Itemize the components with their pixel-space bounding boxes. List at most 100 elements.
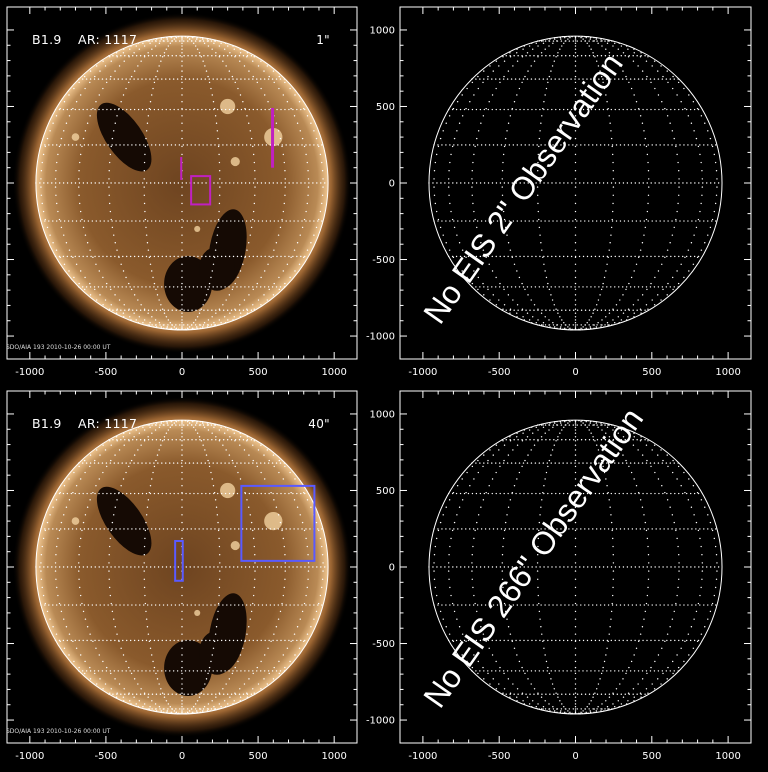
grid-dot (688, 115, 689, 116)
grid-dot (201, 286, 202, 287)
grid-dot (202, 604, 203, 605)
grid-dot (695, 528, 696, 529)
grid-dot (281, 182, 282, 183)
grid-dot (634, 670, 635, 671)
grid-dot (318, 219, 319, 220)
grid-dot (167, 40, 168, 41)
grid-dot (642, 670, 643, 671)
grid-dot (205, 670, 206, 671)
grid-dot (181, 270, 182, 271)
grid-dot (489, 528, 490, 529)
grid-dot (217, 109, 218, 110)
grid-dot (321, 162, 322, 163)
grid-dot (164, 694, 165, 695)
grid-dot (209, 462, 210, 463)
grid-dot (465, 108, 466, 109)
grid-dot (658, 654, 659, 655)
grid-dot (181, 289, 182, 290)
grid-dot (557, 697, 558, 698)
grid-dot (81, 219, 82, 220)
grid-dot (189, 78, 190, 79)
grid-dot (660, 683, 661, 684)
grid-dot (193, 670, 194, 671)
grid-dot (687, 144, 688, 145)
grid-dot (94, 460, 95, 461)
grid-dot (237, 566, 238, 567)
grid-dot (165, 286, 166, 287)
grid-dot (580, 144, 581, 145)
grid-dot (183, 604, 184, 605)
grid-dot (678, 109, 679, 110)
grid-dot (636, 648, 637, 649)
grid-dot (624, 604, 625, 605)
grid-dot (150, 566, 151, 567)
grid-dot (253, 538, 254, 539)
grid-dot (639, 566, 640, 567)
grid-dot (240, 697, 241, 698)
grid-dot (177, 670, 178, 671)
grid-dot (549, 55, 550, 56)
grid-dot (512, 683, 513, 684)
grid-dot (244, 286, 245, 287)
x-tick-label: -500 (488, 367, 511, 378)
grid-dot (477, 528, 478, 529)
grid-dot (459, 242, 460, 243)
grid-dot (172, 439, 173, 440)
grid-dot (575, 422, 576, 423)
grid-dot (622, 286, 623, 287)
grid-dot (496, 566, 497, 567)
grid-dot (599, 182, 600, 183)
grid-dot (521, 667, 522, 668)
grid-dot (100, 220, 101, 221)
grid-dot (193, 256, 194, 257)
grid-dot (666, 566, 667, 567)
grid-dot (638, 78, 639, 79)
grid-dot (89, 283, 90, 284)
grid-dot (654, 256, 655, 257)
grid-dot (293, 220, 294, 221)
grid-dot (510, 692, 511, 693)
grid-dot (545, 694, 546, 695)
grid-dot (678, 195, 679, 196)
grid-dot (517, 688, 518, 689)
grid-dot (473, 220, 474, 221)
grid-dot (67, 640, 68, 641)
grid-dot (583, 640, 584, 641)
grid-dot (531, 286, 532, 287)
grid-dot (189, 38, 190, 39)
grid-dot (582, 422, 583, 423)
grid-dot (638, 492, 639, 493)
grid-dot (181, 478, 182, 479)
grid-dot (483, 670, 484, 671)
grid-dot (565, 424, 566, 425)
grid-dot (114, 286, 115, 287)
grid-dot (523, 640, 524, 641)
grid-dot (642, 626, 643, 627)
grid-dot (126, 493, 127, 494)
grid-dot (576, 528, 577, 529)
grid-dot (434, 554, 435, 555)
grid-dot (183, 694, 184, 695)
grid-dot (219, 579, 220, 580)
grid-dot (80, 270, 81, 271)
grid-dot (269, 182, 270, 183)
grid-dot (450, 595, 451, 596)
grid-dot (282, 144, 283, 145)
grid-dot (61, 138, 62, 139)
grid-dot (496, 688, 497, 689)
grid-dot (250, 234, 251, 235)
grid-dot (633, 654, 634, 655)
grid-dot (209, 466, 210, 467)
grid-dot (517, 310, 518, 311)
grid-dot (555, 462, 556, 463)
grid-dot (158, 109, 159, 110)
grid-dot (558, 462, 559, 463)
grid-dot (176, 421, 177, 422)
grid-dot (575, 316, 576, 317)
grid-dot (551, 256, 552, 257)
grid-dot (214, 528, 215, 529)
grid-dot (185, 493, 186, 494)
grid-dot (603, 493, 604, 494)
grid-dot (531, 683, 532, 684)
